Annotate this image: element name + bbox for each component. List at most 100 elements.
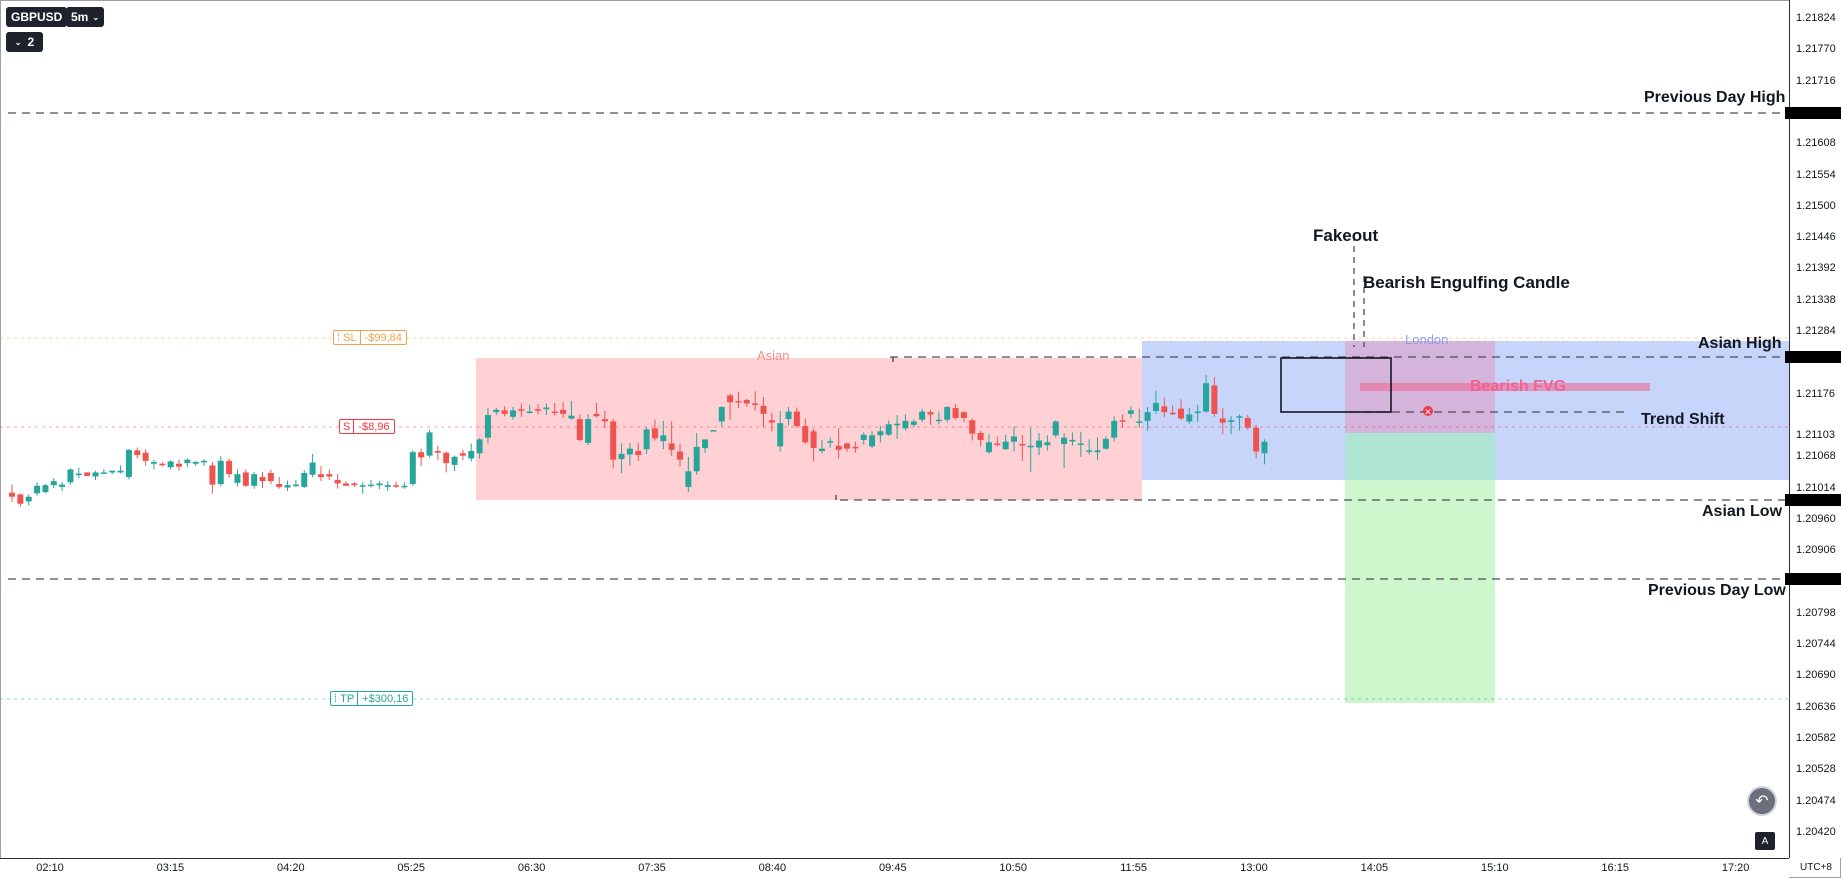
candle-body[interactable] [1219, 418, 1226, 423]
candle-body[interactable] [535, 409, 542, 411]
candle-body[interactable] [1027, 445, 1034, 448]
candle-body[interactable] [1228, 420, 1235, 423]
candle-body[interactable] [727, 395, 734, 403]
candle-body[interactable] [34, 485, 41, 494]
candle-body[interactable] [1203, 383, 1210, 412]
candle-body[interactable] [384, 485, 391, 487]
candle-body[interactable] [1036, 440, 1043, 448]
candle-body[interactable] [718, 406, 725, 422]
candle-body[interactable] [643, 429, 650, 450]
candle-body[interactable] [526, 411, 533, 414]
candle-body[interactable] [1261, 441, 1268, 454]
candle-body[interactable] [860, 434, 867, 440]
candle-body[interactable] [551, 411, 558, 414]
candle-body[interactable] [393, 485, 400, 487]
candle-body[interactable] [793, 411, 800, 427]
candle-body[interactable] [1236, 416, 1243, 418]
candle-body[interactable] [935, 419, 942, 422]
candle-body[interactable] [251, 474, 258, 486]
candle-body[interactable] [351, 483, 358, 486]
symbol-button[interactable]: GBPUSD [6, 7, 68, 27]
candle-body[interactable] [1069, 439, 1076, 442]
sell-marker[interactable] [1423, 406, 1433, 416]
candle-body[interactable] [201, 460, 208, 463]
candle-body[interactable] [585, 419, 592, 443]
candle-body[interactable] [84, 472, 91, 476]
candle-body[interactable] [259, 477, 266, 482]
candle-body[interactable] [702, 439, 709, 449]
candle-body[interactable] [1253, 427, 1260, 452]
candle-body[interactable] [459, 453, 466, 456]
candle-body[interactable] [176, 463, 182, 467]
candle-body[interactable] [443, 452, 450, 464]
candle-body[interactable] [576, 419, 583, 440]
candle-body[interactable] [877, 431, 884, 436]
candle-body[interactable] [902, 420, 909, 429]
candle-body[interactable] [476, 439, 483, 454]
candle-body[interactable] [468, 450, 475, 459]
time-axis[interactable]: 02:10 03:15 04:20 05:25 06:30 07:35 08:40 09:45… [0, 858, 1789, 878]
candle-body[interactable] [818, 448, 825, 451]
candle-body[interactable] [1061, 437, 1068, 445]
candle-body[interactable] [735, 401, 742, 403]
candle-body[interactable] [376, 483, 383, 486]
candle-body[interactable] [1136, 421, 1143, 423]
candle-body[interactable] [192, 461, 199, 464]
candle-body[interactable] [359, 485, 366, 487]
candle-body[interactable] [743, 399, 750, 404]
candle-body[interactable] [401, 485, 408, 488]
candle-body[interactable] [1152, 402, 1159, 411]
candle-body[interactable] [301, 473, 308, 487]
candle-body[interactable] [1052, 421, 1059, 436]
candle-body[interactable] [894, 423, 901, 426]
candle-body[interactable] [1111, 420, 1118, 438]
candle-body[interactable] [1144, 412, 1151, 421]
candle-body[interactable] [810, 431, 817, 449]
candle-body[interactable] [944, 406, 951, 420]
candle-body[interactable] [560, 409, 567, 414]
candle-body[interactable] [226, 460, 233, 475]
candle-body[interactable] [217, 460, 224, 485]
candle-body[interactable] [142, 452, 149, 461]
interval-button[interactable]: 5m ⌄ [66, 7, 105, 27]
candle-body[interactable] [1178, 408, 1184, 419]
candle-body[interactable] [777, 423, 784, 447]
candle-body[interactable] [1161, 406, 1168, 413]
candle-body[interactable] [1044, 442, 1051, 446]
candle-body[interactable] [409, 452, 416, 485]
candle-body[interactable] [59, 484, 66, 487]
candle-body[interactable] [1211, 385, 1218, 414]
candle-body[interactable] [977, 433, 984, 440]
candle-body[interactable] [309, 462, 316, 475]
candle-body[interactable] [501, 410, 508, 414]
candle-body[interactable] [668, 443, 675, 450]
candle-body[interactable] [284, 485, 291, 488]
scroll-to-realtime-button[interactable]: ↶ [1747, 786, 1777, 816]
candle-body[interactable] [75, 473, 82, 476]
candle-body[interactable] [768, 420, 775, 423]
candle-body[interactable] [292, 484, 299, 487]
indicators-toggle-button[interactable]: ⌄ 2 [6, 32, 43, 52]
candle-body[interactable] [760, 405, 767, 414]
candle-body[interactable] [493, 409, 500, 413]
candle-body[interactable] [710, 430, 717, 432]
candle-body[interactable] [685, 471, 692, 487]
candle-body[interactable] [368, 484, 375, 487]
candle-body[interactable] [234, 474, 241, 483]
candle-body[interactable] [1077, 443, 1084, 445]
candle-body[interactable] [134, 450, 141, 456]
candle-body[interactable] [1086, 450, 1093, 452]
candle-body[interactable] [677, 451, 683, 460]
candle-body[interactable] [117, 470, 124, 473]
candle-body[interactable] [927, 412, 934, 415]
candle-body[interactable] [150, 461, 157, 464]
candle-body[interactable] [17, 494, 24, 504]
candle-body[interactable] [1244, 417, 1251, 428]
candle-body[interactable] [601, 419, 608, 422]
candle-body[interactable] [67, 469, 74, 483]
candle-body[interactable] [802, 426, 809, 443]
candle-body[interactable] [434, 450, 441, 453]
price-axis[interactable]: 1.21824 1.21770 1.21716 1.21608 1.21554 1.215… [1789, 0, 1841, 858]
candle-body[interactable] [267, 473, 274, 482]
candle-body[interactable] [994, 443, 1001, 445]
